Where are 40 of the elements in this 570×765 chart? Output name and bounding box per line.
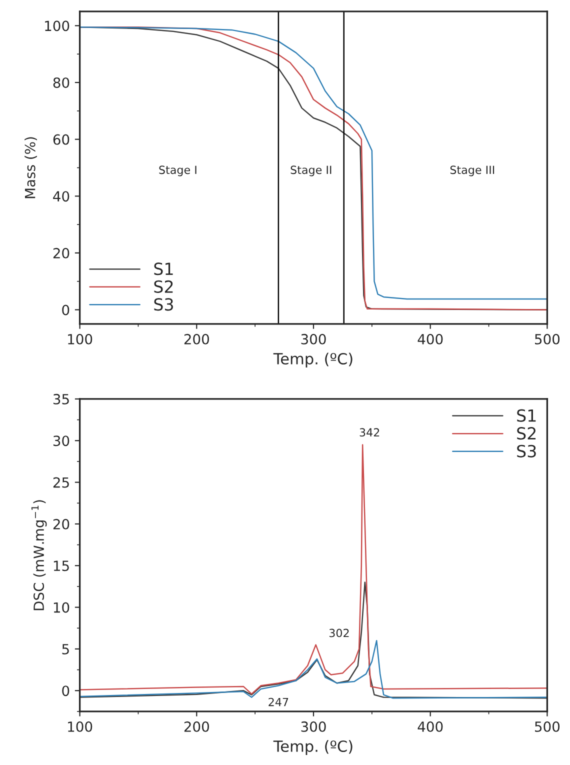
line-series [80,444,548,695]
y-tick-label: 80 [53,77,70,88]
y-tick-label: 30 [53,436,70,446]
legend-label: S1 [154,262,173,276]
line-series [80,640,548,699]
y-axis-title: DSC (mW.mg$^{−1}$) [31,500,47,610]
annotation: 247 [268,698,288,706]
legend-label: S3 [517,444,536,458]
y-tick-label: 60 [53,134,70,145]
y-tick-label: 40 [53,191,70,202]
y-tick-label: 15 [54,560,69,572]
y-axis-title: Mass (%) [24,137,37,198]
x-axis-title: Temp. (ºC) [273,740,352,755]
annotation: Stage I [159,166,196,176]
annotation: 342 [360,428,380,437]
x-tick-label: 500 [535,334,560,344]
legend-label: S2 [517,427,536,440]
x-tick-label: 400 [418,721,443,732]
y-tick-label: 0 [62,304,70,316]
legend-label: S3 [154,298,173,311]
x-axis-title: Temp. (ºC) [273,352,352,368]
annotation: Stage II [290,166,332,176]
x-tick-label: 300 [301,721,326,732]
x-tick-label: 400 [418,334,443,344]
x-tick-label: 200 [184,721,209,732]
x-tick-label: 300 [301,334,326,344]
annotation: Stage III [450,166,494,176]
x-tick-label: 200 [184,334,209,344]
y-tick-label: 25 [53,477,69,488]
y-tick-label: 100 [45,20,70,32]
annotation: 302 [329,628,349,638]
legend-label: S2 [154,280,173,293]
y-tick-label: 20 [53,518,70,530]
legend-label: S1 [517,409,536,422]
y-tick-label: 10 [54,602,70,613]
x-tick-label: 500 [535,721,560,732]
y-tick-label: 0 [62,686,70,696]
y-tick-label: 5 [62,644,69,654]
y-tick-label: 35 [53,394,69,404]
y-tick-label: 20 [53,248,70,258]
